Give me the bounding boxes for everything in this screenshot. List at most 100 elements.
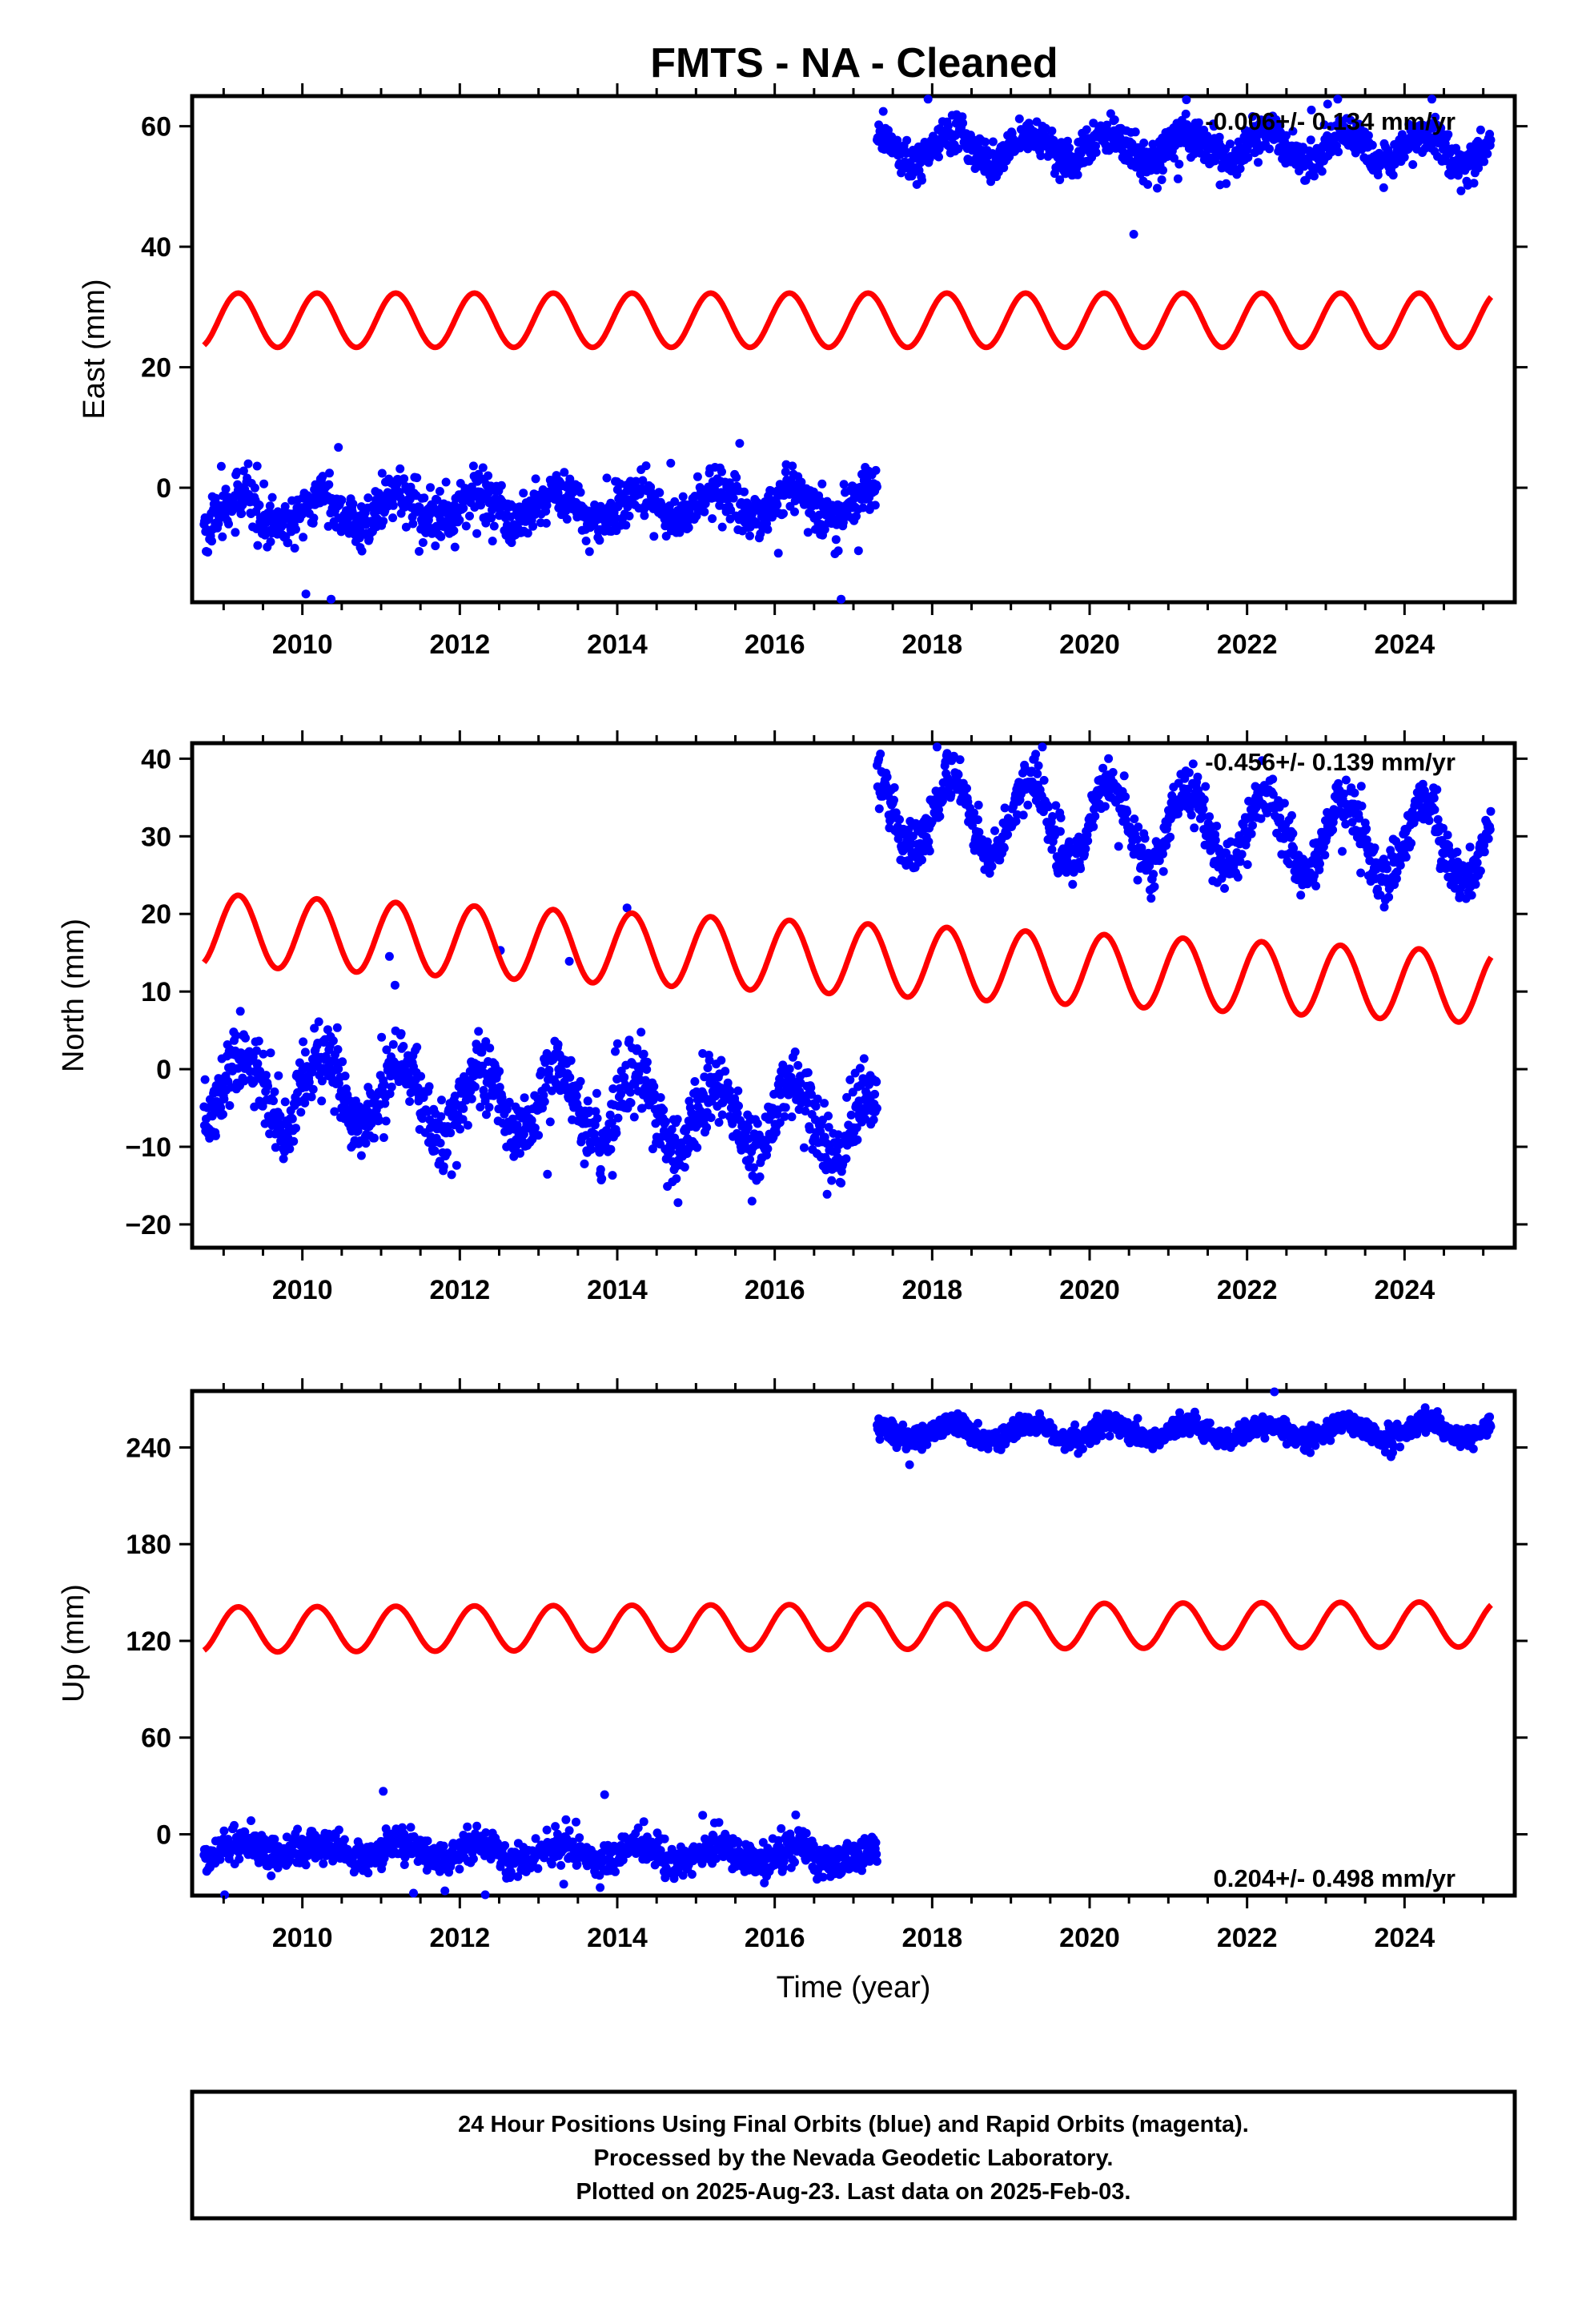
east-data-point [1388,171,1398,180]
north-data-point [1370,843,1379,853]
north-data-point [520,1093,529,1103]
east-data-point [641,461,651,471]
east-data-point [870,501,880,510]
east-data-point [309,513,319,523]
north-data-point [747,1196,757,1206]
east-data-point [624,511,634,521]
north-data-point [1383,864,1391,874]
north-data-point [307,1092,316,1102]
north-data-point [1432,785,1442,794]
east-data-point [1143,179,1153,189]
north-data-point [459,1104,468,1113]
east-data-point [348,499,358,509]
north-data-point [935,811,945,821]
north-data-point [1465,842,1475,852]
east-data-point [1130,127,1140,137]
east-data-point [290,544,299,553]
east-data-point [267,493,277,502]
east-data-point [1209,122,1219,131]
east-data-point [1226,139,1235,149]
north-data-point [377,1032,387,1042]
east-data-point [923,94,933,104]
east-data-point [988,137,998,147]
east-data-point [441,477,451,487]
north-data-point [583,1096,592,1106]
north-data-point [1083,836,1093,846]
north-data-point [1034,761,1043,770]
north-data-point [859,1054,869,1063]
east-data-point [528,521,538,531]
north-data-point [962,784,971,793]
north-data-point [1031,750,1041,759]
north-data-point [340,1072,350,1081]
north-data-point [289,1136,299,1146]
north-data-point [333,1045,343,1054]
north-data-point [1237,850,1247,859]
east-data-point [1483,149,1492,159]
north-data-point [463,1120,472,1130]
north-data-point [611,1047,620,1056]
north-data-point [755,1172,765,1181]
north-data-point [270,1087,279,1096]
north-data-point [436,1138,445,1148]
north-data-point [452,1160,461,1170]
east-data-point [238,501,247,509]
north-data-point [1146,894,1156,903]
north-data-point [566,1055,576,1065]
up-data-point [301,1860,311,1870]
east-data-point [334,443,343,452]
north-data-point [1158,866,1168,876]
east-data-point [431,541,440,551]
east-data-point [773,549,783,558]
north-data-point [955,755,965,765]
north-y-tick-label: −10 [125,1132,171,1163]
north-data-point [379,1133,388,1142]
north-data-point [1350,788,1359,798]
east-data-point [1110,115,1119,125]
east-data-point [1480,157,1489,167]
north-data-point [1039,775,1049,785]
east-data-point [239,466,248,476]
east-data-point [878,107,888,116]
east-data-point [396,464,405,473]
east-trend-annotation: -0.006+/- 0.134 mm/yr [1205,107,1456,135]
east-data-point [280,502,290,511]
north-data-point [745,1155,754,1164]
east-data-point [1288,127,1298,136]
east-data-point [726,505,736,515]
east-data-point [1082,125,1091,135]
east-data-point [954,144,963,154]
north-data-point [706,1113,716,1123]
east-data-point [218,532,227,541]
east-data-point [1346,115,1355,125]
east-data-point [852,512,861,521]
east-data-point [379,517,388,526]
north-data-point [285,1144,295,1154]
east-data-point [325,468,334,478]
east-data-point [1139,139,1149,147]
east-data-point [638,476,648,485]
east-data-point [1275,121,1285,131]
north-data-point [300,1047,310,1057]
north-data-point [1279,798,1289,808]
north-data-point [734,1101,743,1111]
east-data-point [729,493,738,503]
north-data-point [314,1017,323,1027]
north-data-point [781,1103,790,1112]
east-data-point [450,542,460,552]
north-data-point [1149,870,1158,879]
north-data-point [370,1133,379,1143]
east-data-point [231,528,240,537]
north-data-point [1356,782,1366,791]
north-data-point [1341,775,1351,785]
east-data-point [412,473,422,483]
north-data-point [1186,810,1196,820]
north-data-point [576,1076,585,1086]
east-data-point [1181,109,1191,119]
east-data-point [1173,174,1182,183]
north-data-point [565,1072,575,1082]
north-data-point [1090,811,1100,821]
east-y-axis-label: East (mm) [78,279,111,419]
north-data-point [1132,834,1142,844]
north-data-point [1201,782,1211,791]
